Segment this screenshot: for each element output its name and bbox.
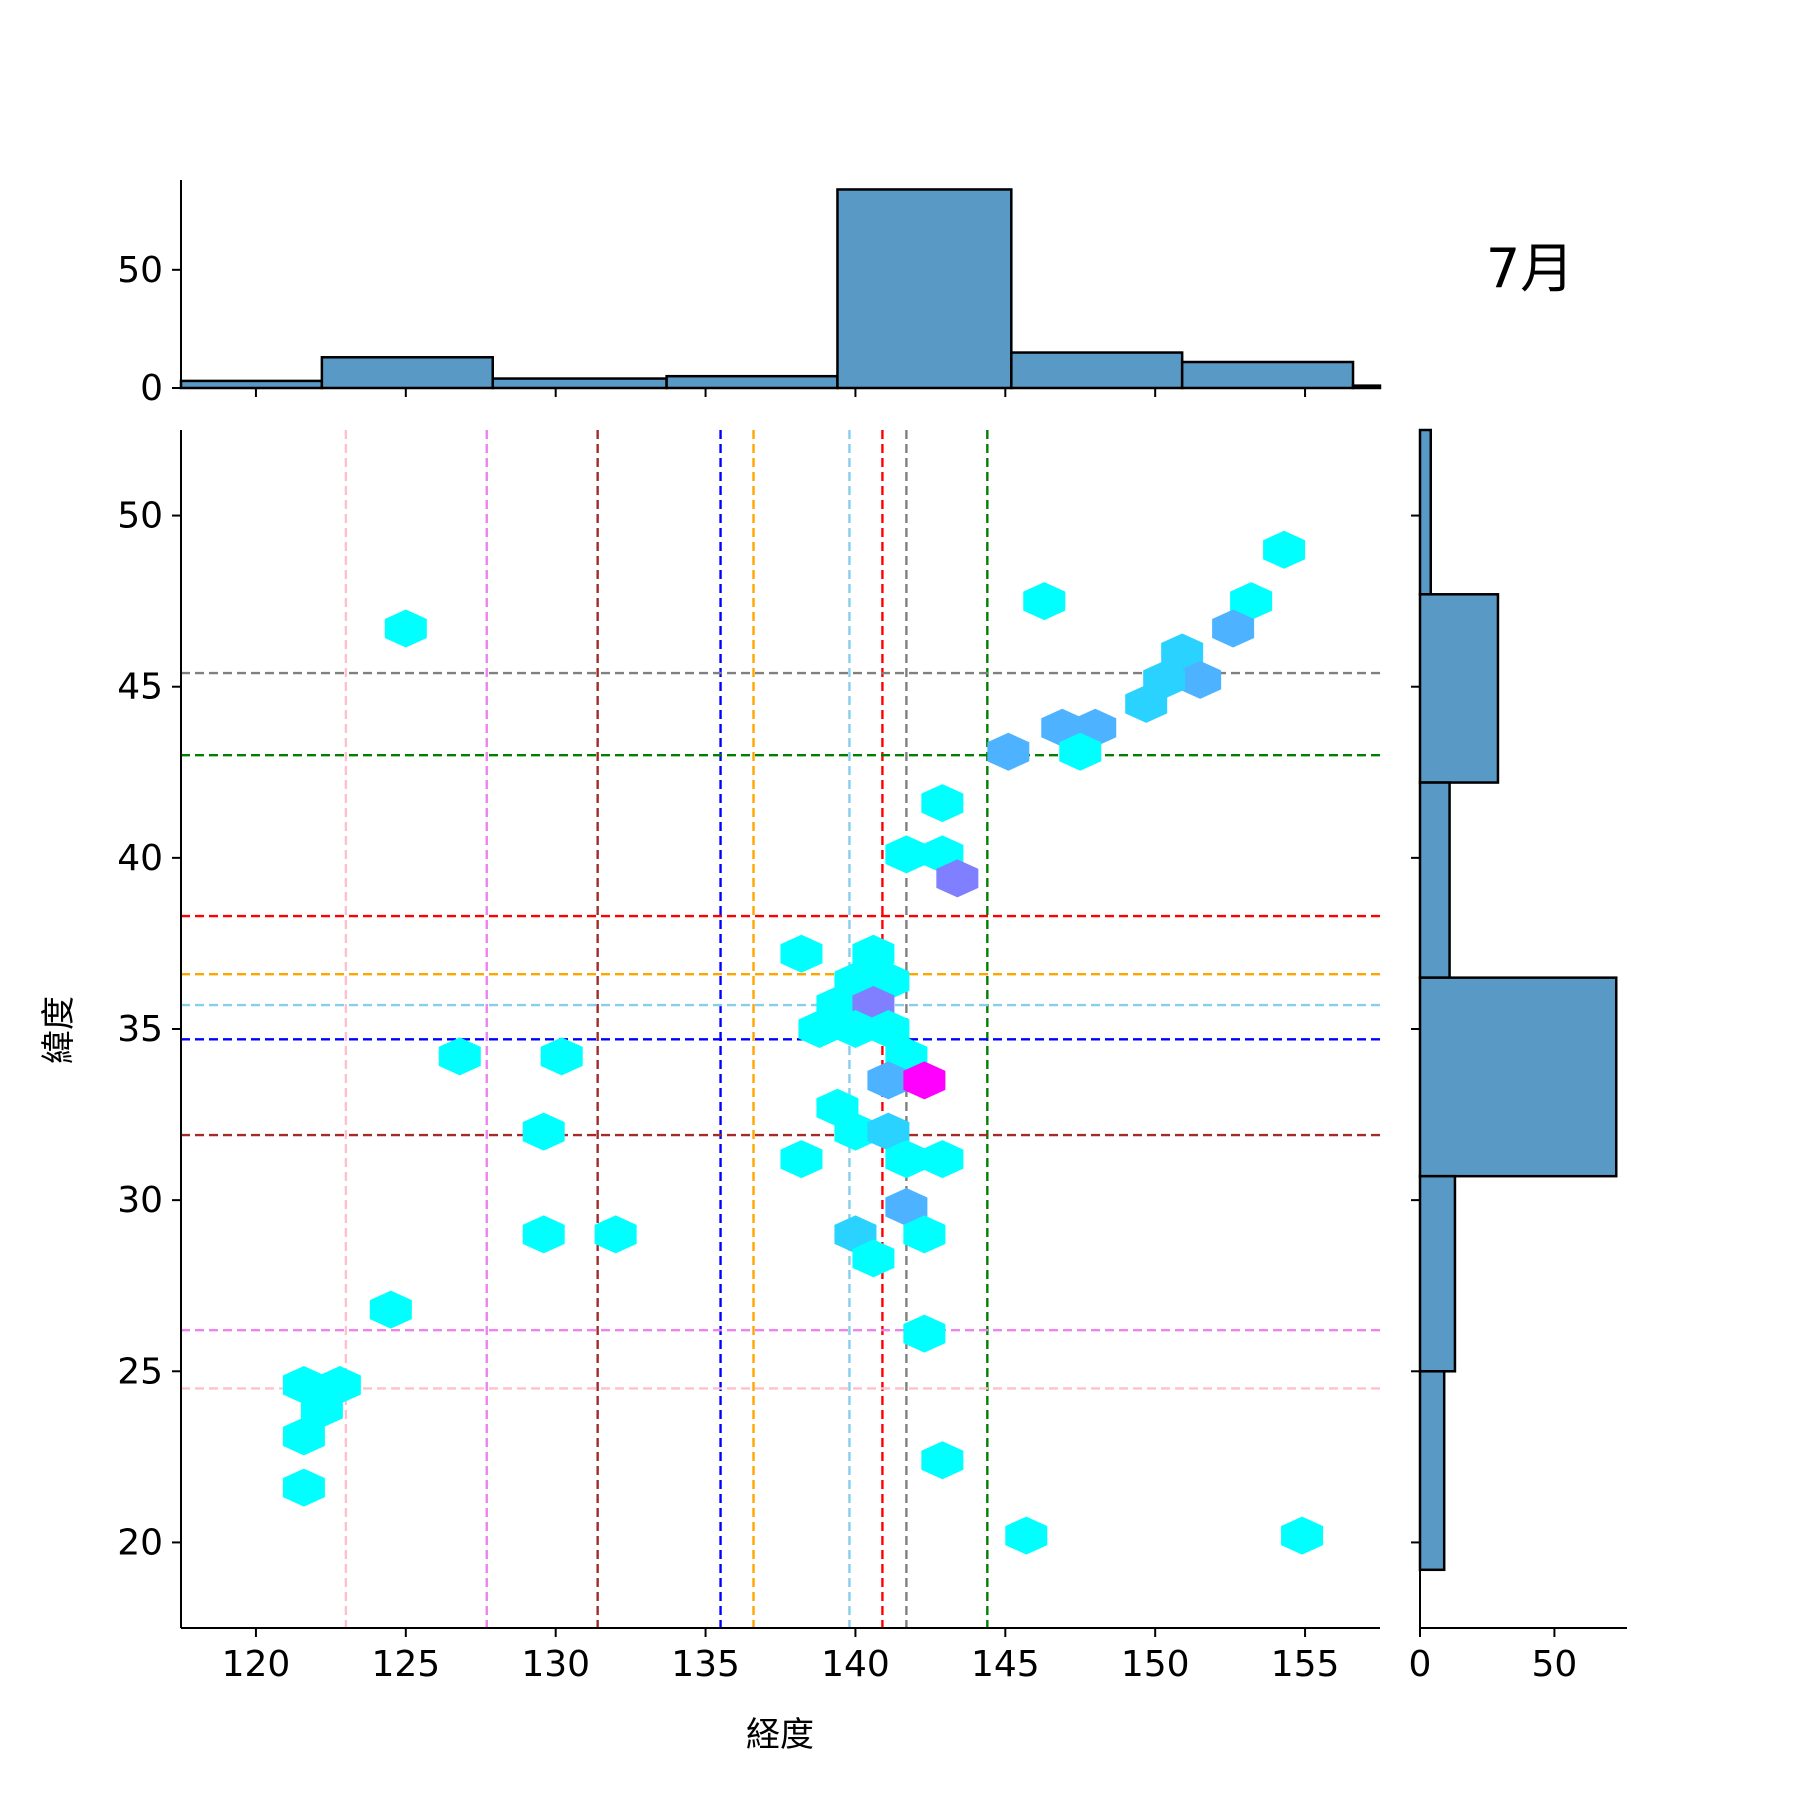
hex-cell xyxy=(798,1010,841,1048)
hex-cell xyxy=(1179,660,1222,699)
hex-cell xyxy=(834,1112,877,1151)
hex-cell xyxy=(885,835,928,874)
hex-cell xyxy=(852,934,895,973)
hex-cell xyxy=(780,1140,823,1179)
reference-lines xyxy=(181,430,1380,1628)
y-tick-label: 45 xyxy=(117,667,163,708)
right-hist-bar xyxy=(1418,593,1500,784)
hex-cell xyxy=(540,1037,583,1076)
hex-cell xyxy=(903,1314,946,1353)
x-tick-label: 120 xyxy=(222,1644,291,1685)
right-hist-bar xyxy=(1418,976,1618,1178)
hex-cell xyxy=(867,1061,910,1100)
top-hist-y-tick-label: 0 xyxy=(140,368,163,409)
x-axis-title: 経度 xyxy=(746,1715,814,1755)
hex-cell xyxy=(834,1010,877,1048)
hex-cell xyxy=(384,609,427,648)
y-tick-label: 25 xyxy=(117,1351,163,1392)
main-hexbin-plot: 120 125 130 135 140 145 150 155 20 25 30 35 40 45 50 xyxy=(117,430,1380,1685)
hex-cell xyxy=(903,1061,946,1100)
hex-cell xyxy=(921,1140,964,1179)
hex-cell xyxy=(885,1187,928,1226)
hex-cell xyxy=(1059,732,1102,771)
y-tick-label: 20 xyxy=(117,1522,163,1563)
hex-cell xyxy=(1281,1516,1324,1555)
top-hist-bar xyxy=(179,379,324,390)
top-hist-bar xyxy=(1180,360,1355,390)
right-hist-x-tick-label: 0 xyxy=(1409,1644,1432,1685)
hex-cell xyxy=(903,1215,946,1254)
top-hist-bar xyxy=(320,356,494,390)
hex-cell xyxy=(522,1215,565,1254)
right-hist-bar xyxy=(1418,781,1451,979)
right-hist-bar xyxy=(1418,1174,1457,1373)
hex-cell xyxy=(987,732,1030,771)
right-hist-bar xyxy=(1418,428,1433,596)
hex-cell xyxy=(780,934,823,973)
hex-cell xyxy=(594,1215,637,1254)
hexbin-cells xyxy=(282,530,1324,1555)
hex-cell xyxy=(885,1140,928,1179)
top-hist-bar xyxy=(665,374,839,390)
y-tick-label: 30 xyxy=(117,1180,163,1221)
x-tick-label: 155 xyxy=(1271,1644,1340,1685)
right-histogram: 0 50 xyxy=(1409,428,1627,1685)
x-tick-label: 140 xyxy=(821,1644,890,1685)
top-hist-bar xyxy=(836,188,1013,390)
hex-cell xyxy=(1263,530,1306,569)
hex-cell xyxy=(282,1468,325,1507)
top-hist-bar xyxy=(491,377,668,390)
hex-cell xyxy=(1230,582,1273,621)
x-tick-label: 130 xyxy=(521,1644,590,1685)
hex-cell xyxy=(1125,684,1168,723)
hex-cell xyxy=(522,1112,565,1151)
y-tick-label: 35 xyxy=(117,1009,163,1050)
hex-cell xyxy=(282,1417,325,1456)
chart-title: 7月 xyxy=(1486,237,1574,300)
y-axis-title: 緯度 xyxy=(39,996,79,1064)
x-tick-label: 135 xyxy=(671,1644,740,1685)
top-hist-y-tick-label: 50 xyxy=(117,250,163,291)
top-histogram: 0 50 xyxy=(117,180,1382,409)
x-tick-label: 145 xyxy=(971,1644,1040,1685)
hex-cell xyxy=(852,1239,895,1278)
hex-cell xyxy=(921,1441,964,1480)
hex-cell xyxy=(936,859,979,898)
main-axes: 120 125 130 135 140 145 150 155 20 25 30 35 40 45 50 xyxy=(117,430,1380,1685)
hex-cell xyxy=(300,1389,343,1428)
x-tick-label: 150 xyxy=(1121,1644,1190,1685)
hex-cell xyxy=(867,1112,910,1151)
hex-cell xyxy=(1161,633,1204,672)
hex-cell xyxy=(438,1037,481,1076)
right-hist-bar xyxy=(1418,1370,1446,1572)
hex-cell xyxy=(369,1290,412,1329)
x-tick-label: 125 xyxy=(371,1644,440,1685)
right-hist-x-tick-label: 50 xyxy=(1532,1644,1578,1685)
hex-cell xyxy=(921,784,964,823)
y-tick-label: 40 xyxy=(117,838,163,879)
hex-cell xyxy=(867,1010,910,1048)
y-tick-label: 50 xyxy=(117,496,163,537)
top-hist-bar xyxy=(1010,351,1184,390)
hex-cell xyxy=(1212,609,1255,648)
hex-cell xyxy=(1005,1516,1048,1555)
hex-cell xyxy=(1023,582,1066,621)
